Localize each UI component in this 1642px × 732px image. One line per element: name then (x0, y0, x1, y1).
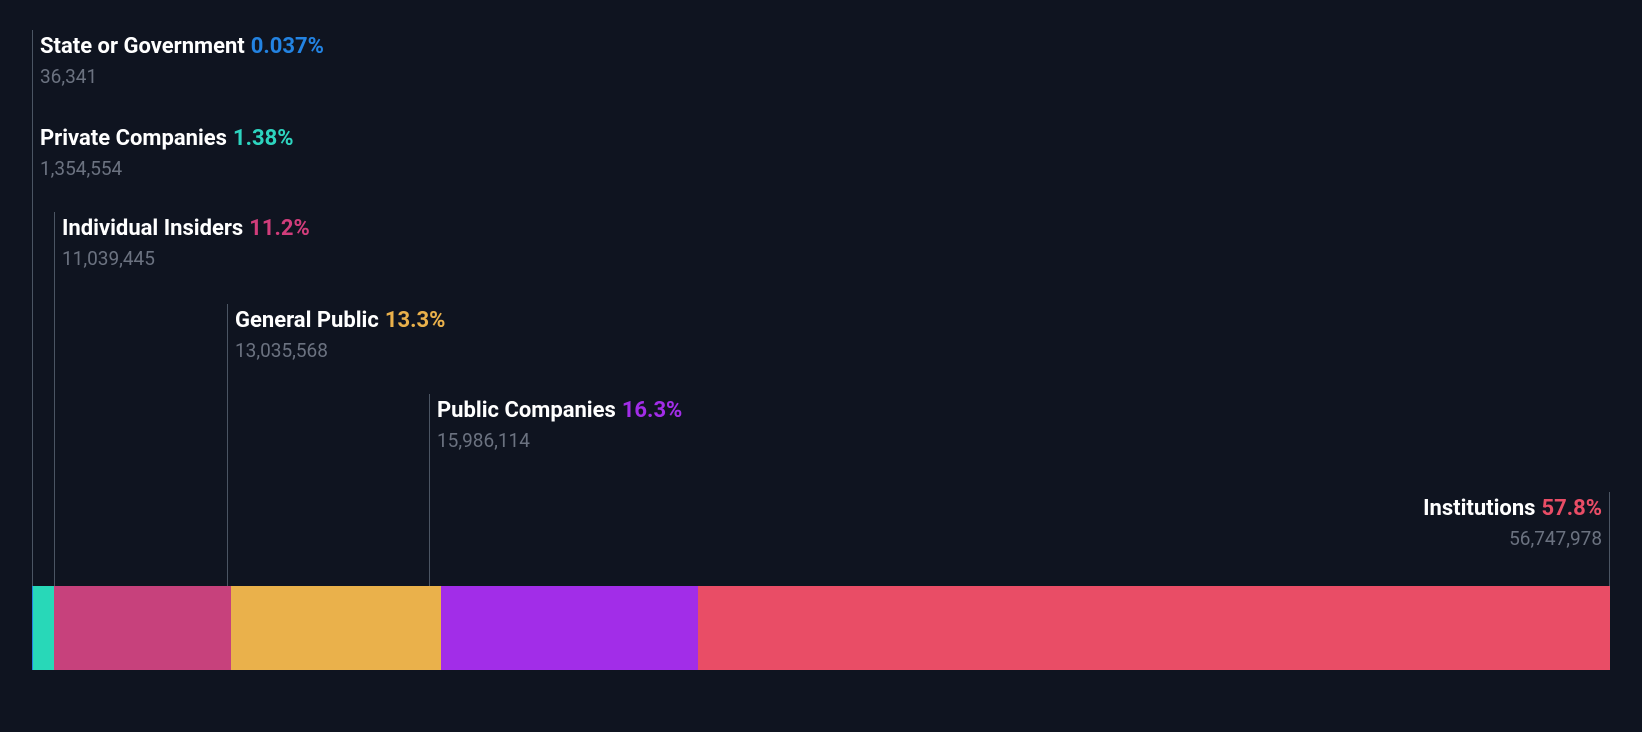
labels-area: State or Government0.037% 36,341 Private C… (32, 0, 1610, 580)
ownership-chart: State or Government0.037% 36,341 Private C… (0, 0, 1642, 732)
label-title-line: General Public13.3% (235, 308, 445, 333)
category-name: Public Companies (437, 398, 616, 423)
label-private-companies: Private Companies1.38% 1,354,554 (40, 126, 293, 180)
label-title-line: Private Companies1.38% (40, 126, 293, 151)
label-title-line: Public Companies16.3% (437, 398, 682, 423)
category-percent: 16.3% (622, 398, 683, 423)
category-value: 11,039,445 (62, 247, 310, 270)
bar-segment-private-companies (33, 586, 55, 670)
category-value: 1,354,554 (40, 157, 293, 180)
category-value: 56,747,978 (1423, 527, 1602, 550)
category-percent: 57.8% (1541, 496, 1602, 521)
category-value: 15,986,114 (437, 429, 682, 452)
category-value: 13,035,568 (235, 339, 445, 362)
connector-general-public (227, 304, 228, 586)
stacked-bar (32, 586, 1610, 670)
category-percent: 1.38% (233, 126, 294, 151)
label-title-line: State or Government0.037% (40, 34, 324, 59)
connector-institutions (1609, 492, 1610, 586)
category-value: 36,341 (40, 65, 324, 88)
label-public-companies: Public Companies16.3% 15,986,114 (437, 398, 682, 452)
connector-public-companies (429, 394, 430, 586)
bar-segment-general-public (231, 586, 441, 670)
category-name: State or Government (40, 34, 245, 59)
connector-individual-insiders (54, 212, 55, 586)
category-name: General Public (235, 308, 379, 333)
category-name: Individual Insiders (62, 216, 243, 241)
label-title-line: Institutions57.8% (1423, 496, 1602, 521)
bar-segment-institutions (698, 586, 1610, 670)
category-percent: 13.3% (385, 308, 446, 333)
label-title-line: Individual Insiders11.2% (62, 216, 310, 241)
label-state-government: State or Government0.037% 36,341 (40, 34, 324, 88)
connector-private-companies (32, 122, 33, 586)
category-name: Institutions (1423, 496, 1535, 521)
category-percent: 11.2% (249, 216, 310, 241)
category-name: Private Companies (40, 126, 227, 151)
label-individual-insiders: Individual Insiders11.2% 11,039,445 (62, 216, 310, 270)
bar-segment-public-companies (441, 586, 698, 670)
label-institutions: Institutions57.8% 56,747,978 (1423, 496, 1602, 550)
category-percent: 0.037% (251, 34, 324, 59)
label-general-public: General Public13.3% 13,035,568 (235, 308, 445, 362)
bar-segment-individual-insiders (54, 586, 231, 670)
